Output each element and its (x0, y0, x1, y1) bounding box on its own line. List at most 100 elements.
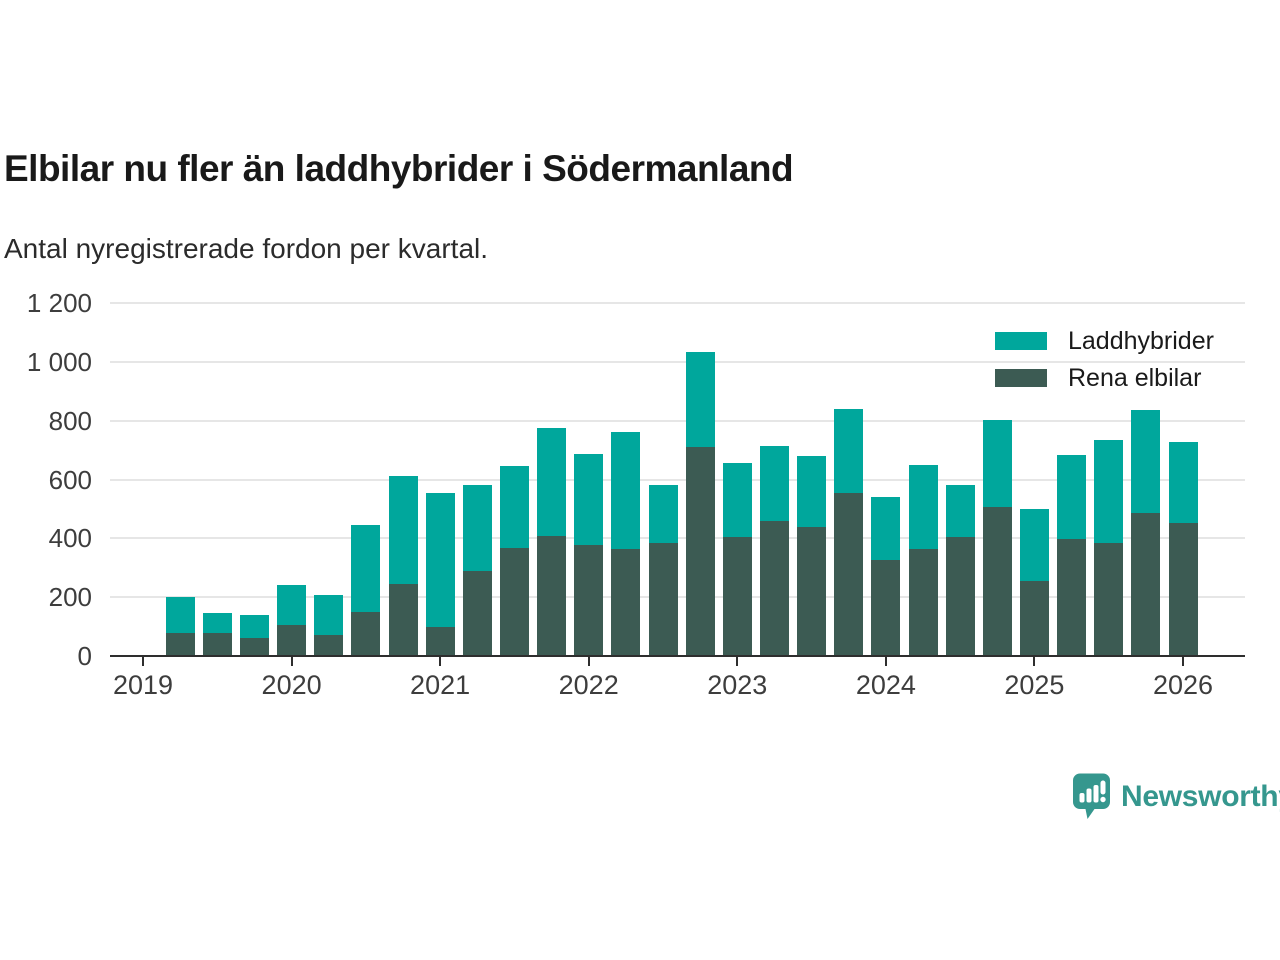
bar-2022-Q4 (685, 351, 715, 657)
bar-2021-Q4 (537, 427, 567, 656)
bar-segment-laddhybrider-2020-Q4 (388, 475, 418, 584)
bar-segment-rena-elbilar-2025-Q3 (1094, 542, 1124, 656)
chart-title: Elbilar nu fler än laddhybrider i Söderm… (4, 148, 794, 189)
x-tick-label-2024: 2024 (855, 670, 916, 700)
bar-segment-rena-elbilar-2020-Q3 (351, 611, 381, 656)
y-tick-label-1200: 1 200 (26, 288, 92, 318)
bar-segment-laddhybrider-2025-Q4 (1131, 409, 1161, 513)
bar-segment-laddhybrider-2023-Q1 (722, 463, 752, 537)
legend-item-rena-elbilar: Rena elbilar (995, 364, 1214, 392)
x-tick-mark-2023 (736, 657, 739, 666)
x-tick-mark-2019 (142, 657, 144, 666)
bar-2024-Q3 (945, 484, 975, 657)
y-tick-label-0: 0 (77, 641, 92, 671)
bar-segment-laddhybrider-2022-Q3 (648, 484, 678, 543)
bar-2019-Q4 (239, 614, 269, 656)
bar-2025-Q1 (1019, 508, 1049, 656)
bar-segment-rena-elbilar-2019-Q3 (202, 633, 232, 656)
legend-item-laddhybrider: Laddhybrider (995, 327, 1214, 355)
bar-segment-rena-elbilar-2026-Q1 (1168, 523, 1198, 656)
bar-2023-Q2 (759, 445, 789, 656)
bar-segment-laddhybrider-2024-Q2 (908, 464, 938, 549)
bar-segment-laddhybrider-2024-Q4 (982, 419, 1012, 507)
legend-label-laddhybrider: Laddhybrider (1068, 326, 1214, 355)
gridline-1200 (110, 302, 1245, 304)
bar-segment-laddhybrider-2022-Q1 (574, 454, 604, 545)
bar-2019-Q2 (165, 596, 195, 656)
bar-segment-rena-elbilar-2019-Q4 (239, 638, 269, 656)
bar-segment-laddhybrider-2019-Q4 (239, 614, 269, 639)
bar-segment-laddhybrider-2023-Q4 (834, 408, 864, 493)
bar-segment-rena-elbilar-2024-Q2 (908, 548, 938, 656)
bar-2021-Q1 (425, 493, 455, 656)
bar-segment-rena-elbilar-2022-Q3 (648, 543, 678, 656)
bar-2023-Q4 (834, 408, 864, 656)
bar-segment-laddhybrider-2023-Q2 (759, 445, 789, 521)
bar-segment-laddhybrider-2025-Q2 (1057, 454, 1087, 540)
bar-2020-Q2 (314, 595, 344, 656)
legend-swatch-rena-elbilar (995, 369, 1047, 387)
bar-segment-laddhybrider-2021-Q2 (462, 485, 492, 572)
bar-2021-Q2 (462, 485, 492, 656)
bar-2020-Q3 (351, 524, 381, 656)
y-tick-label-200: 200 (48, 582, 92, 613)
x-tick-mark-2024 (884, 657, 887, 666)
bar-segment-rena-elbilar-2023-Q4 (834, 492, 864, 656)
bar-segment-laddhybrider-2021-Q3 (499, 466, 529, 548)
bar-segment-laddhybrider-2022-Q4 (685, 351, 715, 447)
bar-segment-rena-elbilar-2019-Q2 (165, 633, 195, 656)
y-tick-label-600: 600 (48, 464, 92, 495)
bar-2019-Q3 (202, 612, 232, 656)
bar-segment-laddhybrider-2024-Q3 (945, 484, 975, 537)
bar-segment-laddhybrider-2024-Q1 (871, 496, 901, 560)
bar-2023-Q3 (797, 456, 827, 656)
bar-2025-Q2 (1057, 454, 1087, 656)
bar-2025-Q4 (1131, 409, 1161, 656)
bar-segment-rena-elbilar-2020-Q4 (388, 583, 418, 656)
speech-bubble-bar-chart-icon (1072, 773, 1111, 820)
bar-2025-Q3 (1094, 439, 1124, 656)
x-tick-label-2021: 2021 (410, 670, 471, 700)
bar-segment-rena-elbilar-2025-Q1 (1019, 580, 1049, 656)
bar-segment-rena-elbilar-2025-Q2 (1057, 539, 1087, 656)
bar-segment-rena-elbilar-2025-Q4 (1131, 512, 1161, 656)
bar-2024-Q2 (908, 464, 938, 656)
bar-segment-rena-elbilar-2024-Q1 (871, 559, 901, 656)
y-tick-label-400: 400 (48, 523, 92, 554)
x-tick-mark-2025 (1033, 657, 1036, 666)
x-tick-label-2020: 2020 (261, 670, 322, 700)
x-tick-label-2023: 2023 (707, 670, 768, 700)
bar-segment-laddhybrider-2019-Q3 (202, 612, 232, 634)
bar-segment-rena-elbilar-2023-Q1 (722, 536, 752, 656)
bar-segment-rena-elbilar-2021-Q2 (462, 571, 492, 656)
bar-segment-rena-elbilar-2021-Q1 (425, 626, 455, 656)
bar-2024-Q4 (982, 419, 1012, 656)
bar-segment-rena-elbilar-2020-Q2 (314, 634, 344, 656)
bar-segment-laddhybrider-2023-Q3 (797, 456, 827, 527)
y-tick-label-800: 800 (48, 405, 92, 436)
bar-2020-Q1 (277, 584, 307, 656)
x-tick-mark-2021 (439, 657, 442, 666)
bar-2022-Q1 (574, 454, 604, 656)
x-tick-label-2022: 2022 (558, 670, 619, 700)
bar-segment-rena-elbilar-2022-Q4 (685, 446, 715, 656)
x-tick-label-2025: 2025 (1004, 670, 1065, 700)
x-tick-mark-2022 (587, 657, 590, 666)
gridline-800 (110, 419, 1245, 422)
bar-2022-Q3 (648, 484, 678, 656)
bar-segment-rena-elbilar-2021-Q3 (499, 547, 529, 656)
bar-segment-rena-elbilar-2024-Q3 (945, 536, 975, 656)
bar-2023-Q1 (722, 463, 752, 656)
y-tick-label-1000: 1 000 (26, 346, 92, 377)
bar-segment-laddhybrider-2020-Q2 (314, 595, 344, 635)
gridline-200 (110, 596, 1245, 599)
bar-segment-rena-elbilar-2021-Q4 (537, 535, 567, 656)
x-tick-label-2026: 2026 (1152, 670, 1214, 700)
x-axis-line (110, 655, 1245, 657)
bar-2024-Q1 (871, 496, 901, 656)
newsworthy-logo: Newsworthy (1072, 773, 1280, 820)
bar-2026-Q1 (1168, 441, 1198, 656)
bar-segment-rena-elbilar-2023-Q2 (759, 520, 789, 656)
bar-segment-laddhybrider-2022-Q2 (611, 432, 641, 550)
